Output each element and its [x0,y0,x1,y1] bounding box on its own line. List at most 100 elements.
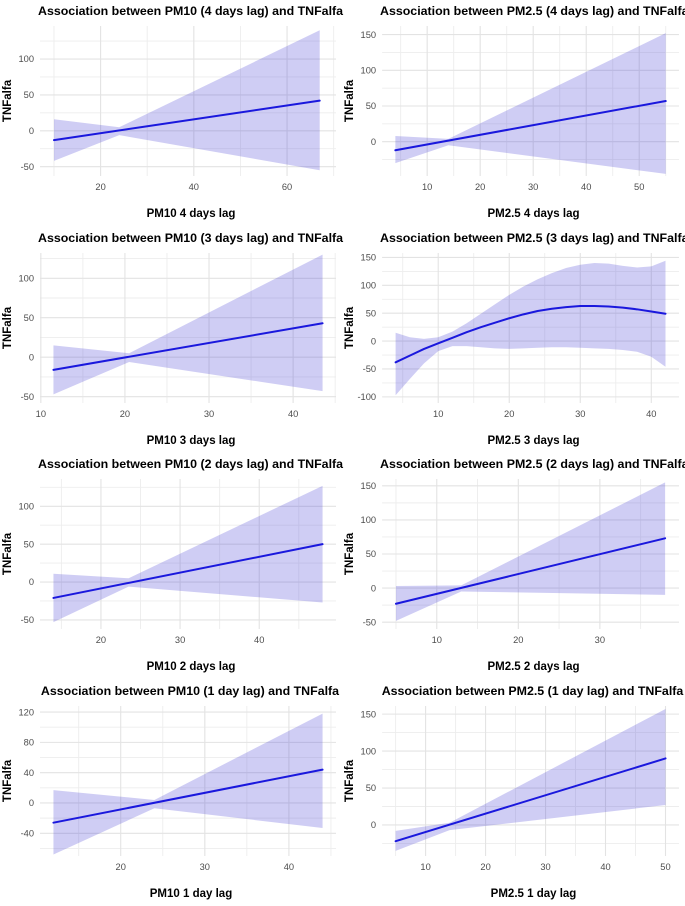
y-tick-labels: -50 0 50 100 [18,273,34,401]
svg-text:80: 80 [24,737,34,747]
plot-pm25-4day-lag: 10 20 30 40 50 0 50 100 150 [361,26,679,192]
confidence-ribbon [395,260,666,395]
svg-text:100: 100 [18,501,34,511]
svg-text:10: 10 [420,862,430,872]
x-axis-label: PM10 2 days lag [146,661,236,673]
gridlines [40,26,336,176]
svg-text:100: 100 [18,54,34,64]
trend-line [52,321,324,371]
plot-pm25-3day-lag: 10 20 30 40 -100 -50 0 50 100 150 [357,252,679,419]
chart-title: Association between PM10 (2 days lag) an… [38,457,344,471]
svg-text:40: 40 [189,182,199,192]
svg-text:40: 40 [646,409,656,419]
trend-line [52,99,321,142]
chart-cell-pm10-4day-lag: Association between PM10 (4 days lag) an… [0,0,344,227]
svg-text:20: 20 [475,182,485,192]
x-tick-labels: 10 20 30 40 50 [420,862,670,872]
svg-text:10: 10 [432,635,442,645]
y-axis-label: TNFalfa [2,79,14,123]
svg-text:0: 0 [371,336,376,346]
svg-text:-50: -50 [21,162,34,172]
svg-text:50: 50 [366,783,376,793]
svg-text:20: 20 [95,182,105,192]
svg-text:10: 10 [36,409,46,419]
confidence-ribbon [395,482,666,621]
x-axis-label: PM10 4 days lag [146,208,236,220]
x-axis-label: PM2.5 3 days lag [487,434,580,447]
plot-pm10-1day-lag: 20 30 40 -40 0 40 80 120 [18,705,336,872]
svg-text:30: 30 [175,635,185,645]
svg-text:30: 30 [200,862,210,872]
svg-text:-50: -50 [21,391,34,401]
svg-text:-50: -50 [363,617,376,627]
chart-cell-pm10-1day-lag: Association between PM10 (1 day lag) and… [0,680,342,906]
plot-pm10-4day-lag: 20 40 60 -50 0 50 100 [18,26,336,192]
svg-text:30: 30 [595,635,605,645]
chart-title: Association between PM2.5 (1 day lag) an… [381,683,684,698]
gridlines [40,479,336,629]
svg-text:20: 20 [480,862,490,872]
y-axis-label: TNFalfa [344,532,356,576]
svg-text:100: 100 [361,515,377,525]
x-axis-label: PM10 3 days lag [146,434,236,447]
confidence-ribbon [53,713,323,854]
x-tick-labels: 20 30 40 [116,862,295,872]
svg-text:40: 40 [288,409,298,419]
svg-text:20: 20 [504,409,514,419]
svg-text:0: 0 [371,583,376,593]
trend-line [394,100,667,152]
y-tick-labels: -50 0 50 100 [18,54,34,172]
y-axis-label: TNFalfa [2,532,14,576]
y-tick-labels: 0 50 100 150 [361,30,377,147]
chart-cell-pm25-1day-lag: Association between PM2.5 (1 day lag) an… [342,680,685,906]
plot-pm25-2day-lag: 10 20 30 -50 0 50 100 150 [361,479,679,645]
y-axis-label: TNFalfa [344,79,356,123]
svg-text:50: 50 [24,90,34,100]
confidence-ribbon [53,30,320,171]
chart-title: Association between PM10 (1 day lag) and… [40,683,340,698]
svg-text:20: 20 [513,635,523,645]
trend-line [52,543,324,599]
svg-text:10: 10 [422,182,432,192]
x-tick-labels: 10 20 30 [432,635,605,645]
svg-text:100: 100 [18,273,34,283]
svg-text:-100: -100 [357,392,376,402]
plot-pm25-1day-lag: 10 20 30 40 50 0 50 100 150 [361,705,679,872]
svg-text:30: 30 [204,409,214,419]
x-tick-labels: 10 20 30 40 [36,409,299,419]
chart-cell-pm10-3day-lag: Association between PM10 (3 days lag) an… [0,227,343,454]
svg-text:10: 10 [433,409,443,419]
svg-text:150: 150 [361,30,377,40]
y-axis-label: TNFalfa [344,759,356,802]
svg-text:50: 50 [24,312,34,322]
svg-text:20: 20 [120,409,130,419]
chart-title: Association between PM2.5 (4 days lag) a… [380,4,685,18]
y-axis-label: TNFalfa [2,306,14,349]
svg-text:50: 50 [634,182,644,192]
y-tick-labels: -50 0 50 100 [18,501,34,625]
svg-text:50: 50 [366,549,376,559]
chart-cell-pm25-2day-lag: Association between PM2.5 (2 days lag) a… [342,453,685,680]
svg-text:100: 100 [361,280,377,290]
x-axis-label: PM2.5 1 day lag [490,887,577,900]
y-tick-labels: -50 0 50 100 150 [361,481,377,627]
svg-text:50: 50 [24,539,34,549]
svg-text:0: 0 [29,352,34,362]
svg-text:40: 40 [581,182,591,192]
chart-cell-pm10-2day-lag: Association between PM10 (2 days lag) an… [0,453,344,680]
trend-line [394,537,667,605]
svg-text:50: 50 [366,101,376,111]
svg-text:-50: -50 [21,615,34,625]
gridlines [382,26,679,176]
trend-line [52,768,324,824]
x-axis-label: PM2.5 4 days lag [487,208,580,220]
svg-text:60: 60 [282,182,292,192]
chart-title: Association between PM10 (4 days lag) an… [38,4,344,18]
confidence-ribbon [395,33,666,174]
gridlines [40,705,336,856]
svg-text:100: 100 [361,65,377,75]
svg-text:50: 50 [366,308,376,318]
x-tick-labels: 20 30 40 [96,635,265,645]
y-axis-label: TNFalfa [344,306,356,349]
